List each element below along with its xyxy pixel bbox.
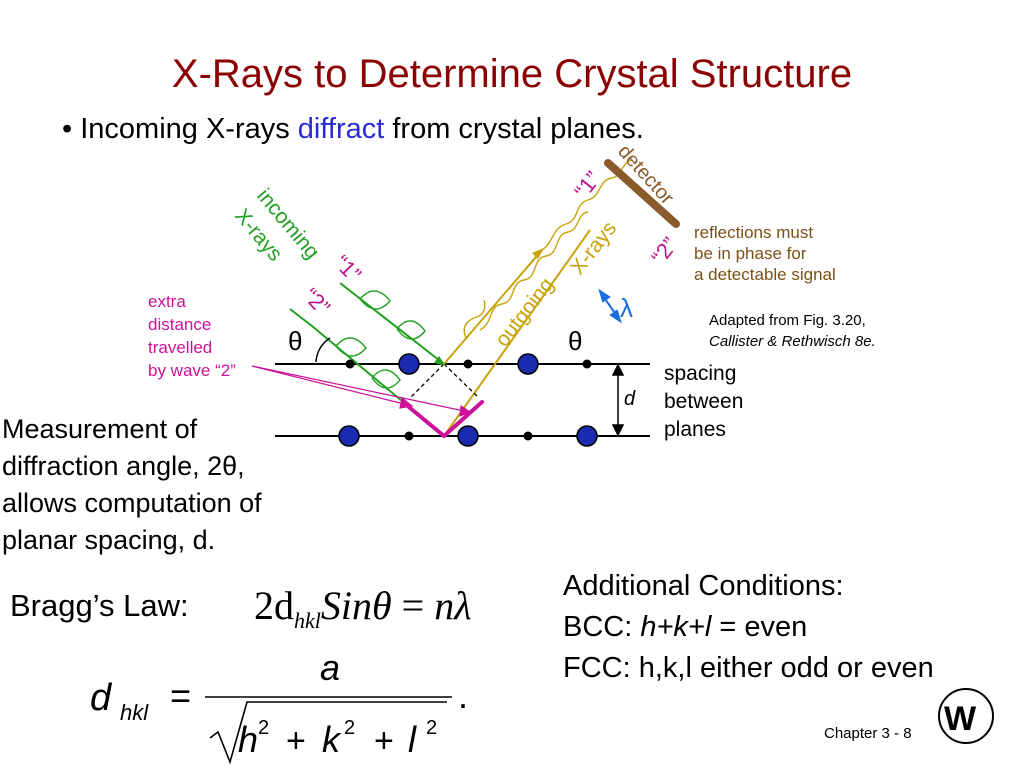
bragg-law-label: Bragg’s Law:	[10, 588, 189, 623]
l-exp: 2	[426, 717, 437, 739]
bcc-eq: =	[711, 611, 745, 643]
slide-title: X-Rays to Determine Crystal Structure	[171, 52, 853, 96]
lambda-arrow	[598, 288, 622, 324]
spacing-line: spacing	[664, 362, 737, 385]
bullet-post: from crystal planes.	[384, 113, 644, 145]
reflection-note: reflections must be in phase for a detec…	[694, 222, 836, 285]
atom-small	[582, 359, 592, 369]
footer: Chapter 3 - 8	[824, 725, 912, 742]
detector	[604, 159, 680, 228]
theta-arc	[315, 337, 331, 363]
extra-line: extra	[148, 292, 186, 311]
adapted-note: Adapted from Fig. 3.20, Callister & Reth…	[709, 310, 876, 352]
d-label: d	[624, 388, 636, 410]
measurement-line: allows computation of	[2, 488, 262, 518]
incoming-wave-ray1	[359, 290, 426, 340]
extra-distance-note: extra distance travelled by wave “2”	[148, 290, 236, 382]
bragg-rhs: nλ	[434, 583, 472, 628]
outgoing-xrays-label: X-rays	[566, 217, 621, 279]
k-var: k	[322, 719, 342, 760]
bragg-lhs: 2d	[254, 583, 294, 628]
additional-conditions: Additional Conditions: BCC: h+k+l = even…	[563, 566, 934, 689]
atom-large	[457, 425, 479, 447]
dhkl-d: d	[90, 677, 113, 719]
outgoing-wave-ray1-lower	[463, 299, 486, 339]
bullet-accent: diffract	[297, 113, 385, 145]
theta-left: θ	[288, 326, 302, 356]
measurement-line: Measurement of	[2, 414, 198, 444]
ray-1-label-incoming: “1”	[329, 250, 366, 287]
bragg-equation: 2dhklSinθ = nλ	[254, 582, 472, 634]
bragg-sin: Sin	[320, 583, 373, 628]
chapter-label: Chapter 3 -	[824, 725, 900, 742]
bcc-condition: BCC: h+k+l = even	[563, 607, 934, 648]
atom-large	[576, 425, 598, 447]
ray-1-label-outgoing: “1”	[569, 166, 605, 203]
ray-2-label-incoming: “2”	[298, 283, 335, 320]
h-var: h	[238, 719, 258, 760]
spacing-line: between	[664, 390, 744, 413]
atom-large	[398, 353, 420, 375]
extra-distance-pointers	[251, 365, 472, 417]
plus-2: +	[374, 722, 394, 760]
atom-small	[404, 431, 414, 441]
l-var: l	[408, 719, 417, 760]
h-exp: 2	[258, 717, 269, 739]
measurement-line: diffraction angle, 2θ,	[2, 451, 245, 481]
adapted-line: Callister & Rethwisch 8e.	[709, 333, 876, 350]
dhkl-eq: =	[170, 675, 191, 716]
dhkl-numerator: a	[320, 647, 340, 688]
extra-distance-segments	[402, 400, 484, 438]
plus-1: +	[286, 722, 306, 760]
bcc-post: even	[744, 611, 808, 643]
wiley-logo-icon: W	[938, 688, 994, 744]
dashed-construction	[409, 363, 480, 399]
extra-line: distance	[148, 315, 212, 334]
bcc-pre: BCC:	[563, 611, 641, 643]
sqrt-sign	[209, 701, 447, 765]
bullet-marker: •	[62, 113, 73, 145]
svg-text:W: W	[944, 700, 977, 738]
reflection-line: a detectable signal	[694, 265, 836, 284]
atom-small	[345, 359, 355, 369]
bcc-expr: h+k+l	[640, 611, 712, 643]
k-exp: 2	[344, 717, 355, 739]
incoming-wave-ray2	[335, 337, 401, 389]
spacing-line: planes	[664, 418, 726, 441]
bullet-text: • Incoming X-rays diffract from crystal …	[62, 113, 644, 146]
ray-2-label-outgoing: “2”	[646, 232, 682, 269]
page-number: 8	[903, 725, 912, 742]
conditions-heading: Additional Conditions:	[563, 570, 844, 602]
measurement-text: Measurement of diffraction angle, 2θ, al…	[2, 411, 262, 559]
formula-period: .	[458, 675, 468, 716]
spacing-label: spacing between planes	[664, 360, 743, 444]
reflection-line: reflections must	[694, 223, 814, 242]
dhkl-formula: d hkl = a h 2 + k 2 + l 2 .	[90, 647, 468, 765]
ray-2-tail	[289, 308, 313, 327]
atom-large	[338, 425, 360, 447]
dhkl-sub: hkl	[120, 700, 149, 725]
bragg-eq-sign: =	[391, 583, 435, 628]
outgoing-label: outgoing	[491, 273, 559, 351]
measurement-line: planar spacing, d.	[2, 525, 216, 555]
fcc-condition: FCC: h,k,l either odd or even	[563, 652, 934, 684]
extra-line: travelled	[148, 338, 213, 357]
reflection-line: be in phase for	[694, 244, 807, 263]
atoms-upper	[345, 353, 592, 375]
outgoing-wave-ray2	[479, 211, 589, 331]
lambda-symbol: λ	[620, 293, 633, 323]
atom-small	[523, 431, 533, 441]
theta-right: θ	[568, 326, 582, 356]
extra-line: by wave “2”	[148, 361, 236, 380]
bullet-pre: Incoming X-rays	[80, 113, 298, 145]
atoms-lower	[338, 425, 598, 447]
atom-small	[463, 359, 473, 369]
atom-large	[517, 353, 539, 375]
spacing-arrow	[611, 363, 625, 437]
ray-1	[339, 248, 544, 366]
bragg-theta: θ	[372, 583, 392, 628]
bragg-sub: hkl	[294, 608, 321, 633]
adapted-line: Adapted from Fig. 3.20,	[709, 312, 866, 329]
